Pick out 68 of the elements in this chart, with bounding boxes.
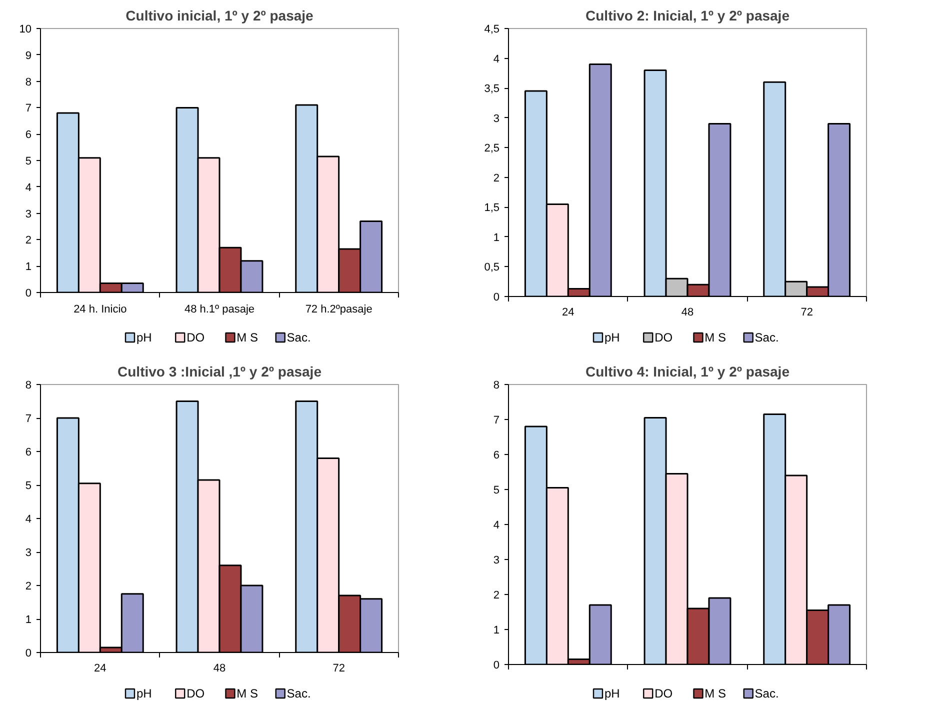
legend-label: DO	[654, 330, 673, 344]
x-tick-label: 72	[332, 662, 345, 674]
y-tick-label: 0	[493, 660, 500, 672]
legend-label: DO	[186, 686, 205, 700]
legend-label: M S	[236, 686, 258, 700]
y-tick-label: 7	[493, 414, 500, 426]
y-tick-label: 5	[493, 484, 500, 496]
y-tick-label: 3,5	[484, 83, 500, 96]
legend-label: pH	[136, 686, 152, 700]
chart-title: Cultivo 2: Inicial, 1º y 2º pasaje	[586, 8, 790, 24]
y-tick-label: 8	[25, 76, 32, 88]
x-tick-label: 72 h.2ºpasaje	[305, 304, 372, 316]
y-tick-label: 1,5	[484, 202, 500, 214]
legend-label: DO	[186, 330, 205, 344]
chart-title: Cultivo 3 :Inicial ,1º y 2º pasaje	[118, 364, 322, 380]
legend-label: pH	[136, 330, 152, 344]
y-tick-label: 3	[25, 208, 32, 220]
legend-label: DO	[654, 686, 673, 700]
x-tick-label: 24 h. Inicio	[74, 304, 127, 316]
y-tick-label: 2	[25, 580, 32, 592]
legend-label: Sac.	[286, 686, 311, 700]
x-tick-label: 48	[681, 306, 694, 318]
y-tick-label: 10	[19, 24, 32, 36]
y-tick-label: 3	[493, 554, 500, 566]
legend-label: pH	[604, 686, 620, 700]
y-tick-label: 1	[493, 624, 500, 636]
y-tick-label: 3	[493, 112, 500, 125]
y-tick-label: 1	[493, 232, 500, 244]
y-tick-label: 6	[25, 129, 32, 142]
y-tick-label: 2	[25, 234, 32, 247]
legend-label: Sac.	[754, 686, 779, 700]
y-tick-label: 7	[25, 102, 32, 115]
y-tick-label: 1	[25, 614, 32, 626]
y-tick-label: 2,5	[484, 142, 500, 155]
y-tick-label: 8	[25, 380, 32, 392]
y-tick-label: 4,5	[484, 24, 500, 36]
legend-label: M S	[236, 330, 258, 344]
x-tick-label: 24	[562, 306, 574, 318]
chart-title: Cultivo inicial, 1º y 2º pasaje	[126, 8, 314, 24]
x-tick-label: 24	[94, 662, 106, 674]
x-tick-label: 48 h.1º pasaje	[184, 304, 255, 316]
y-tick-label: 2	[493, 590, 500, 602]
y-tick-label: 9	[25, 50, 32, 62]
y-tick-label: 0,5	[484, 262, 500, 274]
legend-label: M S	[704, 686, 726, 700]
y-tick-label: 1	[25, 261, 32, 274]
y-tick-label: 2	[493, 172, 500, 184]
y-tick-label: 6	[25, 446, 32, 458]
y-tick-label: 0	[25, 288, 32, 300]
y-tick-label: 4	[493, 53, 500, 66]
x-tick-label: 72	[800, 306, 813, 318]
y-tick-label: 4	[25, 182, 32, 194]
y-tick-label: 5	[25, 480, 32, 492]
y-tick-label: 8	[493, 380, 500, 392]
y-tick-label: 0	[25, 648, 32, 660]
legend-label: Sac.	[286, 330, 311, 344]
legend-label: M S	[704, 330, 726, 344]
y-tick-label: 0	[493, 292, 500, 304]
y-tick-label: 7	[25, 413, 32, 425]
y-tick-label: 3	[25, 547, 32, 559]
legend-label: Sac.	[754, 330, 779, 344]
legend-label: pH	[604, 330, 620, 344]
y-tick-label: 6	[493, 450, 500, 462]
y-tick-label: 5	[25, 156, 32, 168]
y-tick-label: 4	[493, 520, 500, 532]
y-tick-label: 4	[25, 514, 32, 526]
chart-title: Cultivo 4: Inicial, 1º y 2º pasaje	[586, 364, 790, 380]
x-tick-label: 48	[213, 662, 226, 674]
